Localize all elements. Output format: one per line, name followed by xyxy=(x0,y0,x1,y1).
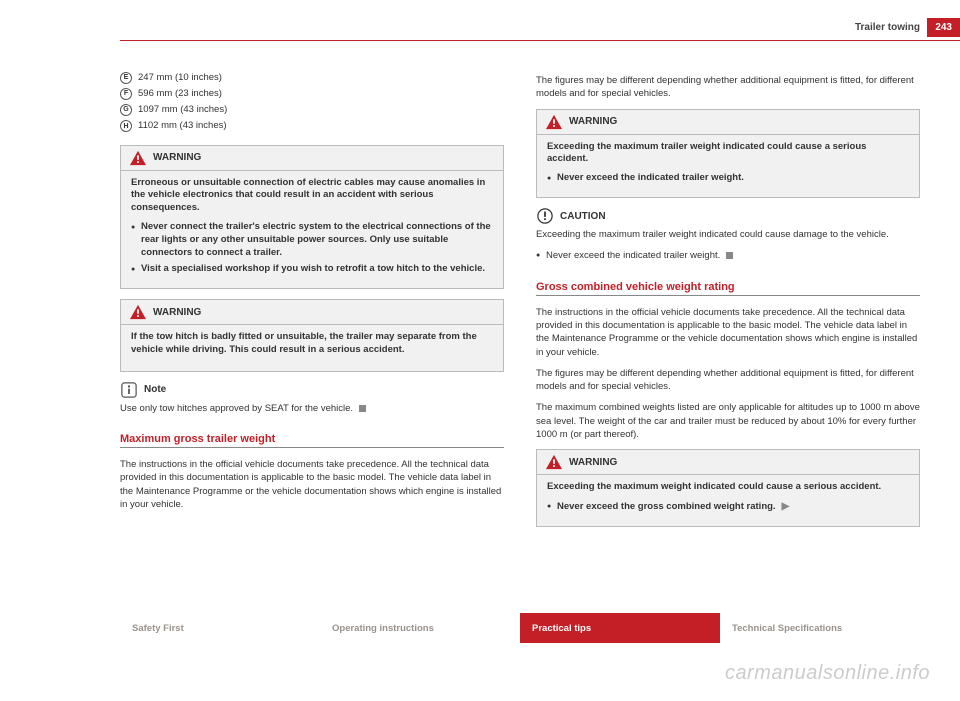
caution-heading: CAUTION xyxy=(536,208,920,224)
warning-icon xyxy=(545,114,563,130)
caution-list: Never exceed the indicated trailer weigh… xyxy=(536,249,920,262)
warning-bullet: Never exceed the indicated trailer weigh… xyxy=(547,172,909,185)
dimension-list: E247 mm (10 inches) F596 mm (23 inches) … xyxy=(120,70,504,135)
dimension-text: 1097 mm (43 inches) xyxy=(138,102,227,118)
warning-box: WARNING Exceeding the maximum weight ind… xyxy=(536,449,920,527)
warning-body: If the tow hitch is badly fitted or unsu… xyxy=(121,325,503,371)
warning-text: Erroneous or unsuitable connection of el… xyxy=(131,177,493,215)
caution-icon xyxy=(536,208,554,224)
dimension-text: 247 mm (10 inches) xyxy=(138,70,222,86)
marker-g: G xyxy=(120,104,132,116)
warning-heading: WARNING xyxy=(121,300,503,325)
warning-body: Exceeding the maximum weight indicated c… xyxy=(537,475,919,526)
warning-label: WARNING xyxy=(569,457,617,468)
marker-f: F xyxy=(120,88,132,100)
footer-tab-practical[interactable]: Practical tips xyxy=(520,613,720,643)
dimension-text: 1102 mm (43 inches) xyxy=(138,118,227,134)
marker-h: H xyxy=(120,120,132,132)
left-column: E247 mm (10 inches) F596 mm (23 inches) … xyxy=(120,70,504,537)
dimension-item: E 247 mm (10 inches) xyxy=(120,70,504,86)
note-heading: Note xyxy=(120,382,504,398)
warning-icon xyxy=(129,304,147,320)
warning-text: Exceeding the maximum trailer weight ind… xyxy=(547,141,909,167)
section-rule xyxy=(120,447,504,448)
warning-box: WARNING Exceeding the maximum trailer we… xyxy=(536,109,920,198)
body-text: The instructions in the official vehicle… xyxy=(536,306,920,359)
continue-arrow-icon: ▶ xyxy=(782,500,790,514)
footer-tabs: Safety First Operating instructions Prac… xyxy=(120,613,920,643)
warning-icon xyxy=(129,150,147,166)
section-end-icon xyxy=(359,405,366,412)
footer-tab-specs[interactable]: Technical Specifications xyxy=(720,613,920,643)
dimension-item: H 1102 mm (43 inches) xyxy=(120,118,504,134)
dimension-item: G 1097 mm (43 inches) xyxy=(120,102,504,118)
warning-text: If the tow hitch is badly fitted or unsu… xyxy=(131,331,493,357)
section-end-icon xyxy=(726,252,733,259)
caution-text: Exceeding the maximum trailer weight ind… xyxy=(536,228,920,241)
section-title: Maximum gross trailer weight xyxy=(120,433,504,445)
warning-body: Exceeding the maximum trailer weight ind… xyxy=(537,135,919,197)
body-text: The figures may be different depending w… xyxy=(536,367,920,394)
warning-bullet: Never connect the trailer's electric sys… xyxy=(131,221,493,259)
warning-label: WARNING xyxy=(153,152,201,163)
caution-label: CAUTION xyxy=(560,211,606,222)
marker-e: E xyxy=(120,72,132,84)
warning-bullet: Never exceed the gross combined weight r… xyxy=(547,500,909,514)
warning-box: WARNING If the tow hitch is badly fitted… xyxy=(120,299,504,372)
warning-heading: WARNING xyxy=(537,110,919,135)
section-title: Gross combined vehicle weight rating xyxy=(536,281,920,293)
warning-heading: WARNING xyxy=(121,146,503,171)
warning-label: WARNING xyxy=(153,307,201,318)
warning-heading: WARNING xyxy=(537,450,919,475)
dimension-text: 596 mm (23 inches) xyxy=(138,86,222,102)
caution-bullet: Never exceed the indicated trailer weigh… xyxy=(536,249,920,262)
page-number-tab: 243 xyxy=(927,18,960,37)
note-icon xyxy=(120,382,138,398)
body-text: The instructions in the official vehicle… xyxy=(120,458,504,511)
footer-tab-operating[interactable]: Operating instructions xyxy=(320,613,520,643)
warning-icon xyxy=(545,454,563,470)
content-area: E247 mm (10 inches) F596 mm (23 inches) … xyxy=(120,70,920,537)
warning-text: Exceeding the maximum weight indicated c… xyxy=(547,481,909,494)
warning-body: Erroneous or unsuitable connection of el… xyxy=(121,171,503,289)
right-column: The figures may be different depending w… xyxy=(536,70,920,537)
warning-box: WARNING Erroneous or unsuitable connecti… xyxy=(120,145,504,290)
dimension-item: F 596 mm (23 inches) xyxy=(120,86,504,102)
warning-bullet: Visit a specialised workshop if you wish… xyxy=(131,263,493,276)
note-label: Note xyxy=(144,384,166,395)
body-text: The maximum combined weights listed are … xyxy=(536,401,920,441)
header-title: Trailer towing xyxy=(855,22,920,33)
footer-tab-safety[interactable]: Safety First xyxy=(120,613,320,643)
watermark: carmanualsonline.info xyxy=(725,662,930,685)
body-text: The figures may be different depending w… xyxy=(536,74,920,101)
section-rule xyxy=(536,295,920,296)
warning-label: WARNING xyxy=(569,116,617,127)
note-text: Use only tow hitches approved by SEAT fo… xyxy=(120,402,504,415)
header-rule xyxy=(120,40,960,41)
